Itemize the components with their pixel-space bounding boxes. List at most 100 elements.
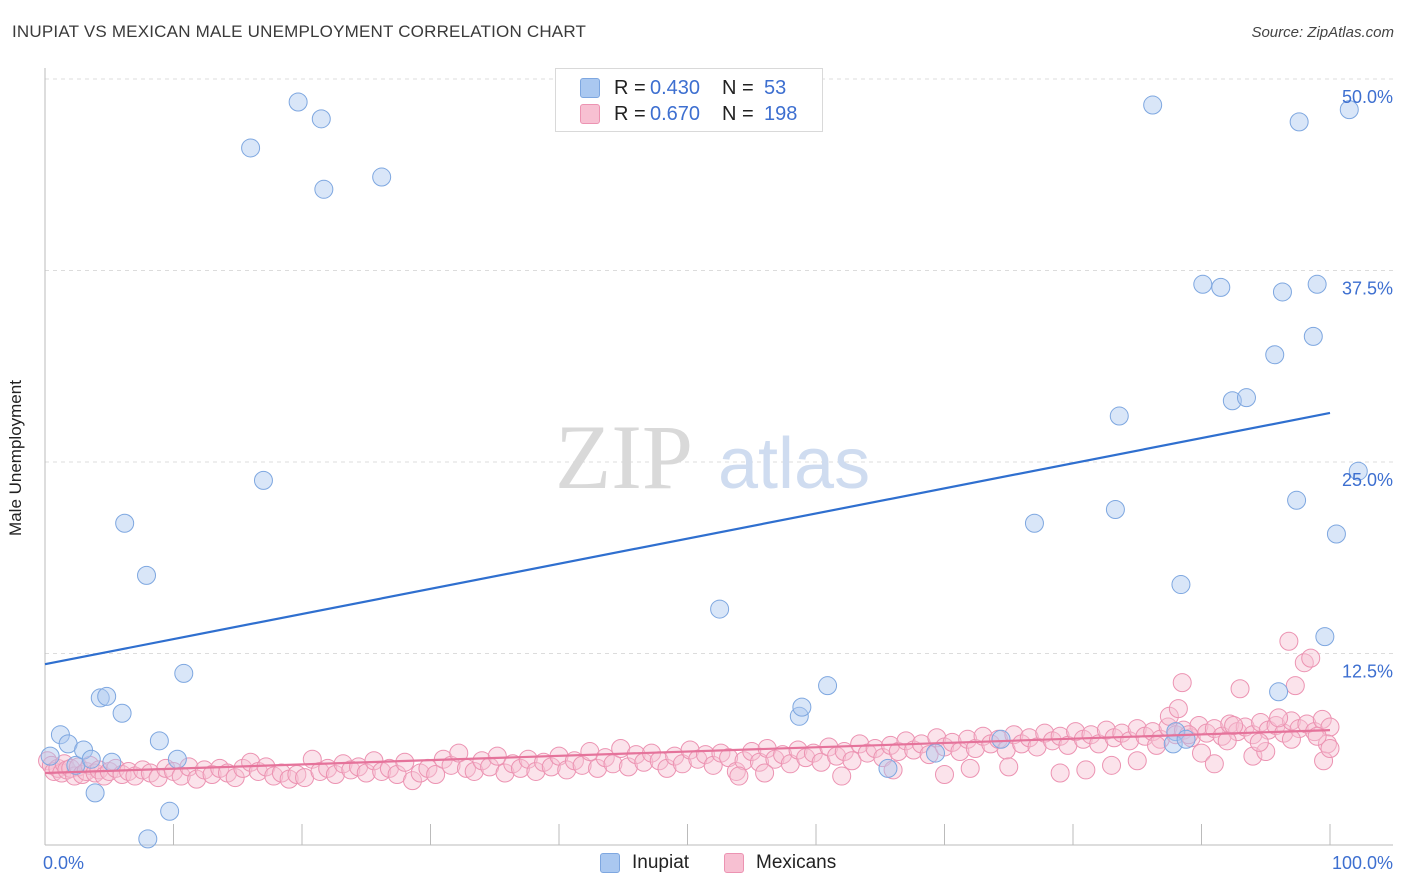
legend-r-label: R = [614,102,646,125]
mexicans-point-64 [464,761,484,781]
mexicans-point-71 [518,749,538,769]
mexicans-point-62 [449,743,469,763]
legend-r-value: 0.430 [650,76,701,99]
mexicans-point-123 [919,745,939,765]
mexicans-point-39 [271,763,291,783]
inupiat-points [40,92,1368,849]
y-tick-label-1: 25.0% [1342,470,1393,490]
inupiat-point-32 [1105,499,1125,519]
mexicans-point-30 [202,765,222,785]
inupiat-point-31 [1024,513,1044,533]
bottom-legend-inupiat: Inupiat [600,852,689,874]
mexicans-point-80 [588,758,608,778]
inupiat-point-19 [253,470,273,490]
mexicans-point-197 [1269,708,1289,728]
mexicans-point-121 [904,740,924,760]
inupiat-point-7 [90,688,110,708]
mexicans-point-178 [832,766,852,786]
inupiat-point-44 [1269,682,1289,702]
mexicans-point-119 [888,742,908,762]
mexicans-point-67 [487,746,507,766]
mexicans-point-142 [1066,722,1086,742]
mexicans-point-194 [1230,679,1250,699]
mexicans-point-84 [618,757,638,777]
bottom-legend: Inupiat Mexicans [0,852,1406,876]
bottom-legend-mexicans: Mexicans [724,852,836,874]
mexicans-point-165 [1243,725,1263,745]
inupiat-point-23 [372,167,392,187]
inupiat-point-33 [1109,406,1129,426]
mexicans-point-206 [1224,716,1244,736]
inupiat-point-36 [1171,575,1191,595]
mexicans-point-177 [755,763,775,783]
mexicans-point-168 [1266,716,1286,736]
legend-row-mexicans: R = 0.670 N = 198 [580,101,797,127]
inupiat-point-24 [710,599,730,619]
x-tick-label-max: 100.0% [1332,853,1393,873]
inupiat-point-52 [1339,100,1359,120]
mexicans-point-38 [264,766,284,786]
mexicans-point-61 [441,755,461,775]
inupiat-point-14 [149,731,169,751]
inupiat-point-43 [1265,345,1285,365]
legend-n-value: 53 [764,76,787,99]
legend-n-value: 198 [764,102,798,125]
mexicans-point-100 [742,742,762,762]
mexicans-point-172 [1297,714,1317,734]
mexicans-point-184 [1076,760,1096,780]
mexicans-point-175 [1320,717,1340,737]
inupiat-point-11 [115,513,135,533]
watermark-atlas: atlas [718,424,870,504]
mexicans-point-129 [965,738,985,758]
mexicans-point-181 [960,758,980,778]
inupiat-point-26 [792,697,812,717]
inupiat-point-48 [1303,326,1323,346]
mexicans-point-196 [1256,742,1276,762]
mexicans-point-56 [403,771,423,791]
y-axis-label: Male Unemployment [6,380,25,536]
mexicans-point-138 [1035,723,1055,743]
inupiat-point-51 [1326,524,1346,544]
mexicans-point-186 [1127,751,1147,771]
inupiat-point-13 [138,829,158,849]
grid-lines [45,78,1393,654]
mexicans-point-46 [325,765,345,785]
mexicans-point-20 [125,766,145,786]
inupiat-point-20 [288,92,308,112]
inupiat-point-5 [81,749,101,769]
legend-swatch-mexicans [580,104,600,124]
y-tick-label-3: 50.0% [1342,87,1393,107]
inupiat-point-30 [991,729,1011,749]
mexicans-point-204 [1320,738,1340,758]
mexicans-point-182 [999,757,1019,777]
mexicans-point-74 [541,757,561,777]
mexicans-point-106 [788,740,808,760]
inupiat-point-50 [1315,627,1335,647]
inupiat-point-21 [311,109,331,129]
mexicans-point-65 [472,751,492,771]
bottom-legend-label-inupiat: Inupiat [632,852,690,873]
inupiat-point-15 [160,801,180,821]
mexicans-point-205 [1172,673,1192,693]
mexicans-point-201 [1301,648,1321,668]
mexicans-point-44 [310,761,330,781]
mexicans-point-189 [1168,699,1188,719]
y-tick-label-2: 37.5% [1342,279,1393,299]
mexicans-point-176 [729,766,749,786]
inupiat-point-47 [1289,112,1309,132]
mexicans-point-187 [1147,735,1167,755]
bottom-legend-swatch-mexicans [724,853,744,873]
inupiat-point-28 [878,758,898,778]
mexicans-point-180 [935,765,954,785]
inupiat-point-29 [926,743,946,763]
mexicans-point-50 [356,763,376,783]
bottom-legend-label-mexicans: Mexicans [756,852,837,873]
mexicans-point-95 [703,755,723,775]
mexicans-point-146 [1096,720,1116,740]
x-tick-label-min: 0.0% [43,853,84,873]
inupiat-point-9 [102,752,122,772]
inupiat-point-18 [241,138,261,158]
mexicans-point-183 [1050,763,1070,783]
legend-n-label: N = [722,102,754,125]
inupiat-point-6 [85,783,105,803]
